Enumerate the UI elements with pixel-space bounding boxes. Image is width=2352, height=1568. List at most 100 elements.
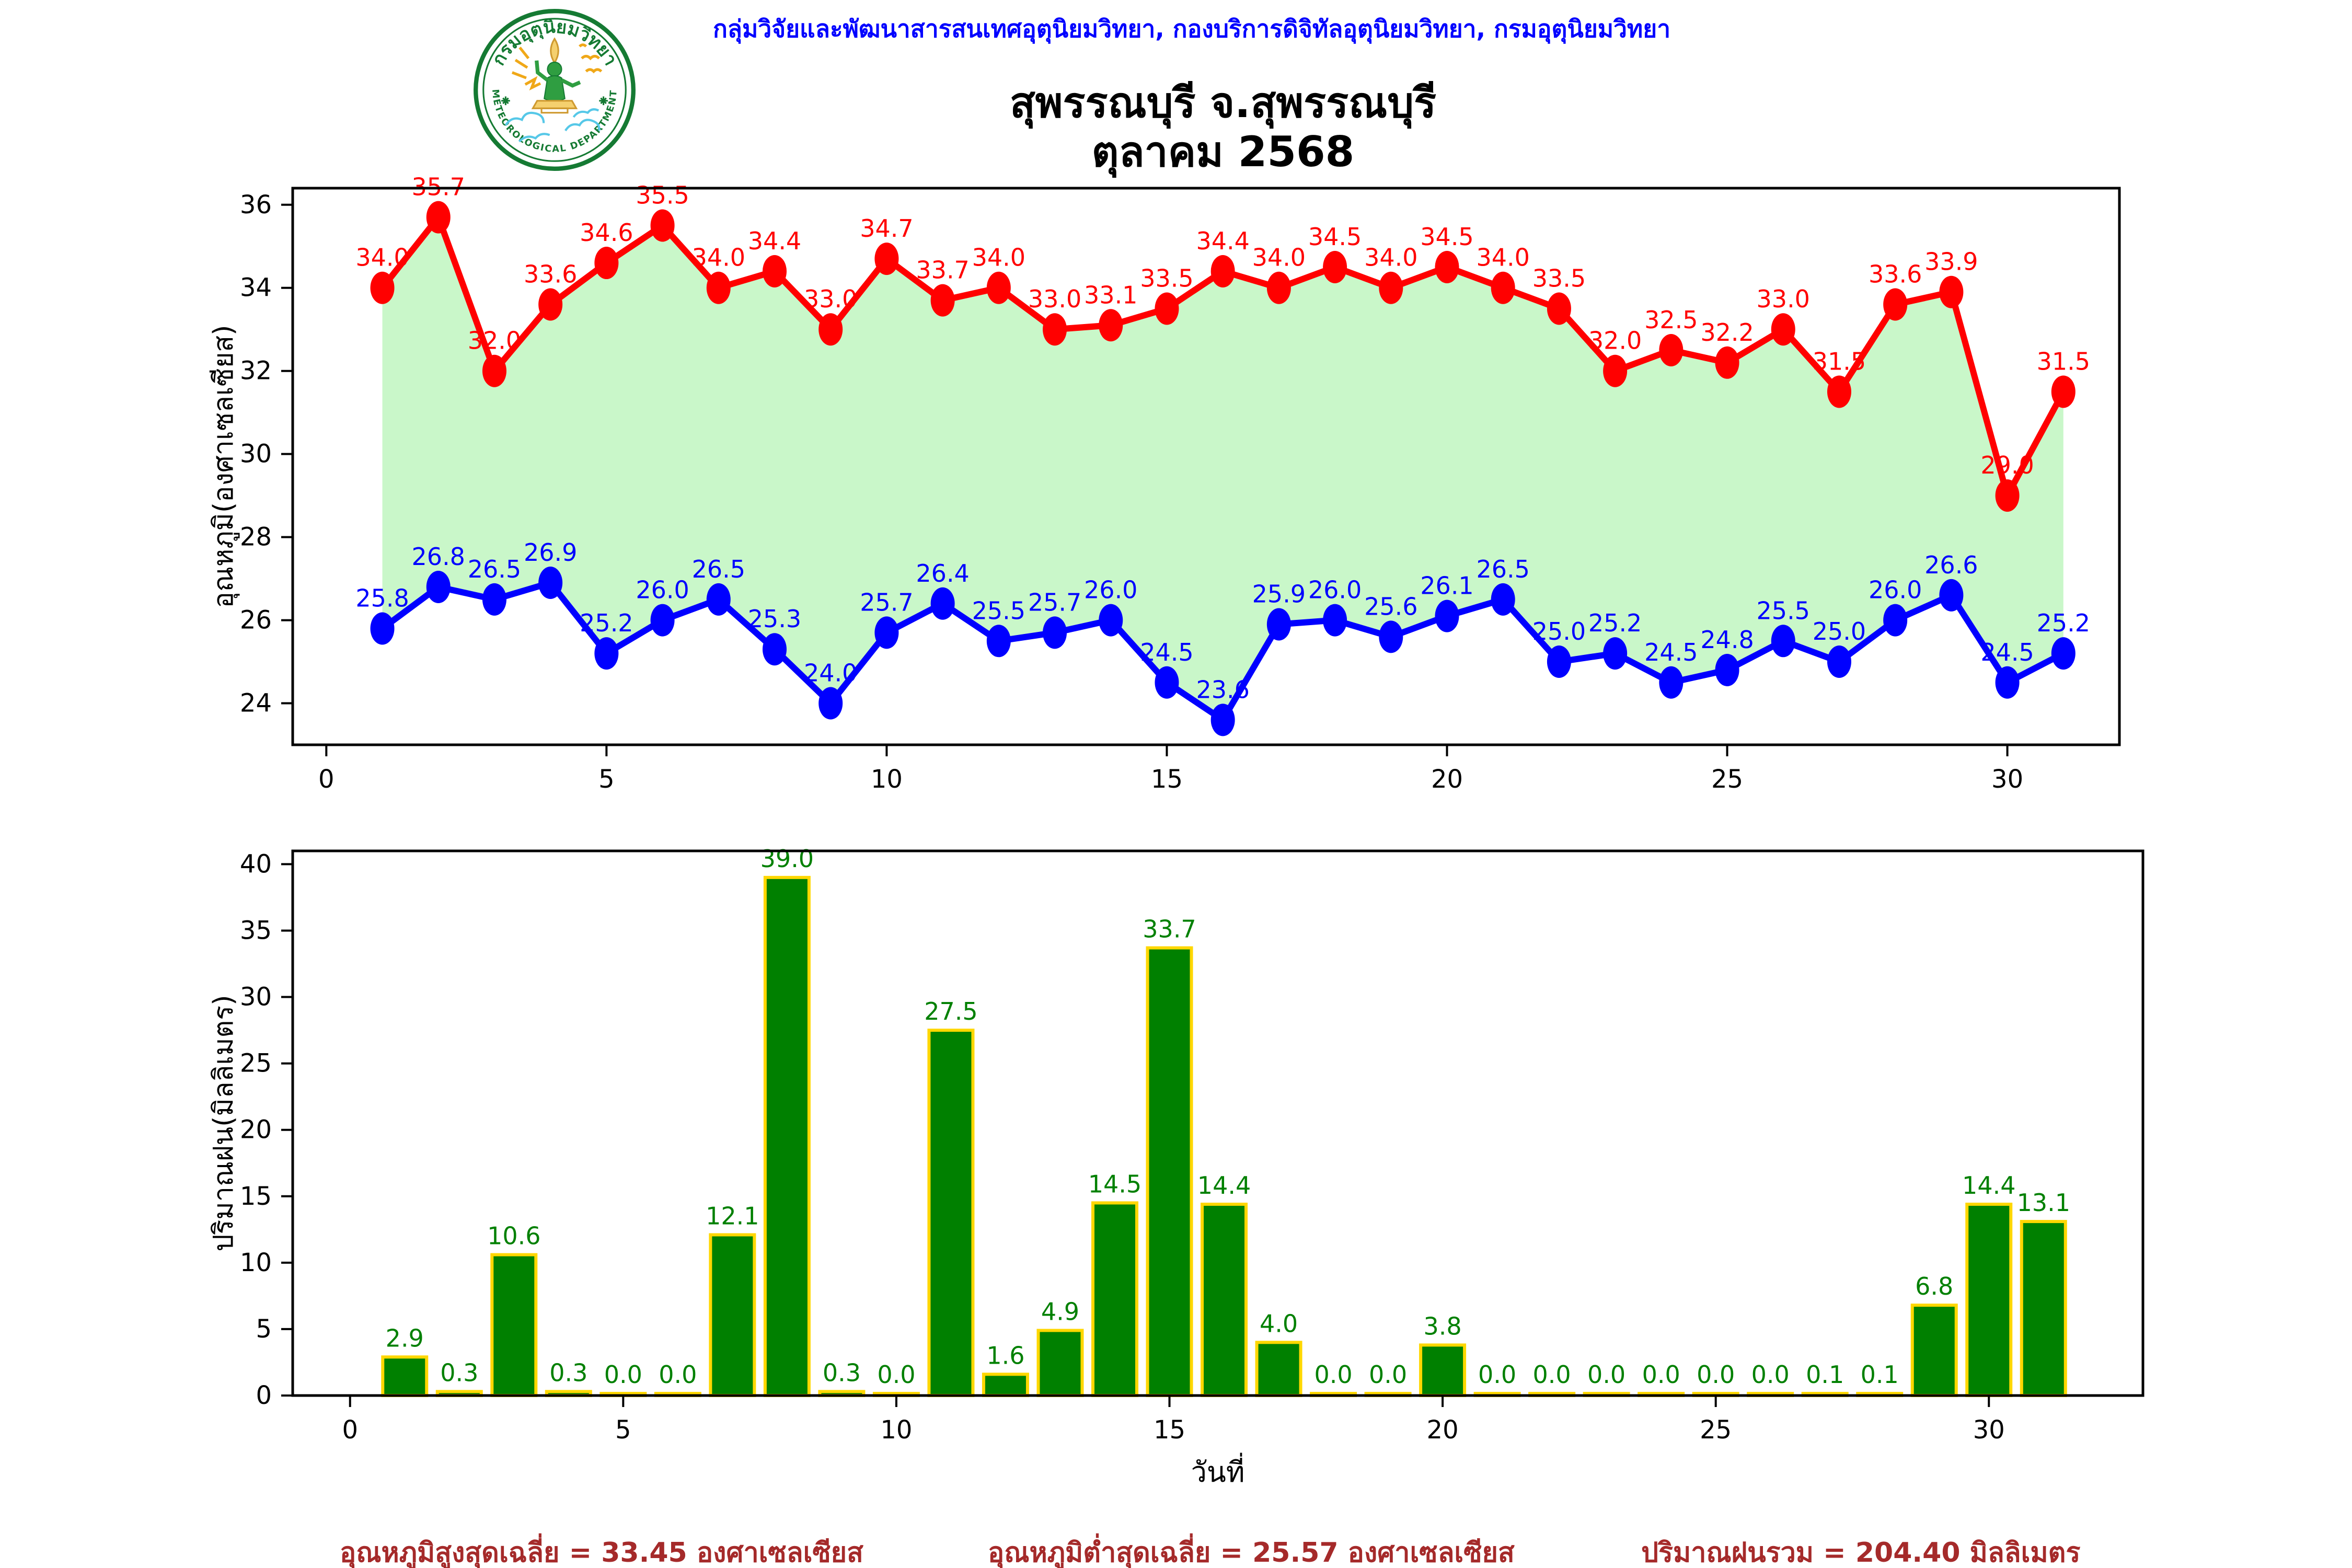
svg-text:25.6: 25.6 [1364, 592, 1417, 620]
svg-text:26.5: 26.5 [468, 555, 521, 583]
svg-text:26: 26 [240, 606, 272, 635]
min-temperature-marker [986, 625, 1011, 658]
svg-text:34.0: 34.0 [692, 244, 745, 272]
svg-text:35: 35 [240, 916, 272, 945]
svg-text:25.2: 25.2 [1588, 609, 1642, 637]
min-temperature-marker [1603, 637, 1628, 670]
svg-text:26.0: 26.0 [1869, 576, 1922, 604]
svg-text:10: 10 [880, 1415, 912, 1445]
svg-text:30: 30 [240, 983, 272, 1012]
svg-text:0.0: 0.0 [1751, 1361, 1790, 1389]
svg-text:32.0: 32.0 [468, 327, 521, 355]
svg-text:24.0: 24.0 [804, 659, 857, 687]
svg-text:0.0: 0.0 [1314, 1361, 1352, 1389]
avg-max-temp-text: อุณหภูมิสูงสุดเฉลี่ย = 33.45 องศาเซลเซีย… [340, 1537, 863, 1568]
svg-text:31.5: 31.5 [1813, 347, 1866, 375]
svg-text:33.0: 33.0 [1757, 285, 1810, 313]
max-temperature-marker [2051, 375, 2076, 408]
svg-text:25.5: 25.5 [1757, 596, 1810, 625]
min-temperature-marker [1491, 583, 1515, 616]
svg-text:0.0: 0.0 [1533, 1361, 1571, 1389]
rainfall-chart: 2.9 0.3 10.6 0.3 0.0 0.0 12.1 39.0 0.3 0.0 27.5 1.6… [208, 845, 2145, 1489]
svg-text:0.0: 0.0 [659, 1361, 697, 1389]
svg-text:32.2: 32.2 [1700, 318, 1754, 347]
svg-text:34.0: 34.0 [1252, 244, 1306, 272]
svg-text:24.5: 24.5 [1644, 638, 1698, 666]
agency-header: กลุ่มวิจัยและพัฒนาสารสนเทศอุตุนิยมวิทยา,… [712, 15, 1671, 43]
svg-text:2.9: 2.9 [386, 1324, 424, 1352]
svg-text:34.6: 34.6 [580, 218, 633, 247]
max-temperature-marker [1266, 271, 1291, 304]
rain-bar [490, 1253, 538, 1398]
svg-text:25.0: 25.0 [1813, 617, 1866, 645]
logo-birds-icon [579, 43, 603, 74]
svg-text:0: 0 [342, 1415, 358, 1445]
svg-text:31.5: 31.5 [2037, 347, 2090, 375]
svg-text:20: 20 [1431, 765, 1463, 794]
min-temperature-marker [1883, 604, 1908, 637]
svg-text:อุณหภูมิ(องศาเซลเซียส): อุณหภูมิ(องศาเซลเซียส) [208, 325, 240, 608]
svg-text:36: 36 [240, 190, 272, 220]
svg-text:34.7: 34.7 [860, 214, 913, 243]
svg-text:34.5: 34.5 [1308, 223, 1362, 251]
svg-text:34.5: 34.5 [1420, 223, 1473, 251]
svg-text:25.3: 25.3 [748, 605, 801, 633]
svg-text:33.5: 33.5 [1140, 264, 1193, 292]
rain-chart-frame [291, 849, 2145, 1397]
svg-text:34.4: 34.4 [748, 227, 801, 255]
svg-text:6.8: 6.8 [1915, 1272, 1953, 1300]
svg-text:15: 15 [1154, 1415, 1185, 1445]
svg-text:0.0: 0.0 [877, 1361, 915, 1389]
min-temperature-marker [1939, 579, 1964, 612]
min-temperature-marker [1155, 666, 1179, 699]
svg-text:33.5: 33.5 [1532, 264, 1586, 292]
min-temperature-marker [1659, 666, 1684, 699]
rain-bar [1965, 1203, 2013, 1398]
max-temperature-marker [1099, 309, 1123, 342]
svg-text:26.5: 26.5 [692, 555, 745, 583]
min-temperature-marker [650, 604, 675, 637]
svg-text:15: 15 [1151, 765, 1183, 794]
logo-clouds-icon [504, 108, 601, 143]
svg-text:5: 5 [256, 1315, 272, 1344]
max-temperature-marker [762, 255, 787, 287]
min-temperature-marker [426, 570, 451, 603]
rain-bar [1036, 1329, 1084, 1397]
svg-text:30: 30 [1991, 765, 2023, 794]
svg-text:5: 5 [598, 765, 615, 794]
min-temperature-marker [1435, 599, 1459, 632]
temp-chart-frame [291, 187, 2121, 746]
temperature-chart: 34.035.732.033.634.635.534.034.433.034.7… [208, 173, 2121, 794]
svg-text:25.7: 25.7 [1028, 588, 1081, 616]
min-temperature-marker [538, 567, 563, 599]
min-temperature-marker [1715, 653, 1739, 686]
max-temperature-marker [1827, 375, 1851, 408]
svg-text:20: 20 [1427, 1415, 1459, 1445]
svg-text:15: 15 [240, 1182, 272, 1211]
max-temperature-marker [1043, 313, 1067, 346]
svg-text:26.5: 26.5 [1476, 555, 1529, 583]
min-temperature-marker [482, 583, 506, 616]
max-temperature-marker [1155, 292, 1179, 325]
svg-text:14.4: 14.4 [1197, 1171, 1251, 1200]
svg-text:26.4: 26.4 [916, 559, 969, 587]
rain-bars: 2.9 0.3 10.6 0.3 0.0 0.0 12.1 39.0 0.3 0.0 27.5 1.6… [381, 845, 2070, 1398]
svg-text:27.5: 27.5 [924, 997, 977, 1025]
min-temperature-marker [370, 612, 395, 645]
svg-text:1.6: 1.6 [986, 1341, 1024, 1369]
svg-text:25.5: 25.5 [972, 596, 1025, 625]
min-temperature-marker [1266, 608, 1291, 641]
svg-text:26.9: 26.9 [524, 538, 577, 567]
page-title: สุพรรณบุรี จ.สุพรรณบุรี [1009, 78, 1437, 127]
svg-text:0.0: 0.0 [1369, 1361, 1407, 1389]
max-temperature-marker [650, 209, 675, 242]
svg-text:25.2: 25.2 [580, 609, 633, 637]
max-temperature-series: 34.035.732.033.634.635.534.034.433.034.7… [355, 173, 2090, 512]
max-temperature-marker [1323, 251, 1347, 284]
max-temperature-marker [1210, 255, 1235, 287]
svg-text:32.0: 32.0 [1588, 327, 1642, 355]
svg-text:0: 0 [256, 1381, 272, 1410]
svg-text:5: 5 [615, 1415, 631, 1445]
svg-text:25: 25 [240, 1049, 272, 1078]
